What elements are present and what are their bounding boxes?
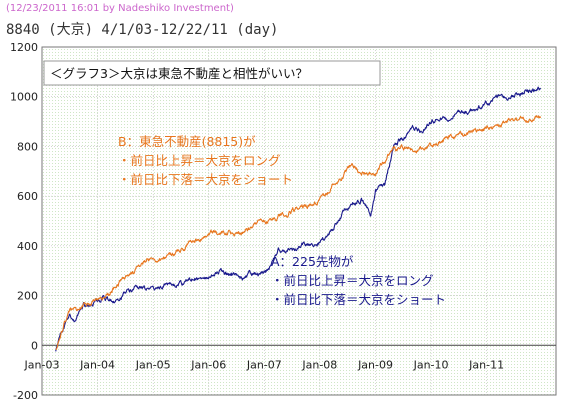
annotation-b: B：東急不動産(8815)が ・前日比上昇＝大京をロング ・前日比下落＝大京をシ…	[118, 134, 293, 187]
x-tick-label: Jan-10	[413, 358, 449, 371]
annotation-b-line-1: B：東急不動産(8815)が	[118, 134, 256, 149]
x-tick-label: Jan-05	[135, 358, 171, 371]
series-line-b	[55, 115, 542, 351]
y-tick-label: 1000	[10, 91, 38, 104]
series-line-a	[55, 86, 542, 352]
y-tick-label: 0	[31, 339, 38, 352]
x-axis-labels: Jan-03 Jan-04 Jan-05 Jan-06 Jan-07 Jan-08 Jan-…	[24, 358, 505, 371]
x-tick-label: Jan-09	[357, 358, 393, 371]
annotation-a-line-2: ・前日比上昇＝大京をロング	[271, 273, 434, 288]
y-tick-label: 800	[17, 140, 38, 153]
series-lines	[55, 86, 542, 352]
annotation-b-line-3: ・前日比下落＝大京をショート	[118, 172, 293, 187]
chart-title-box	[43, 60, 381, 86]
x-tick-label: Jan-11	[468, 358, 504, 371]
y-tick-label: 600	[17, 190, 38, 203]
y-axis-labels: -200 0 200 400 600 800 1000 1200	[10, 41, 38, 402]
annotation-b-line-2: ・前日比上昇＝大京をロング	[118, 153, 281, 168]
x-tick-label: Jan-03	[24, 358, 60, 371]
y-tick-label: 1200	[10, 41, 38, 54]
annotation-a-line-1: A：225先物が	[271, 254, 354, 269]
chart-header-title: 8840 (大京) 4/1/03-12/22/11 (day)	[6, 22, 279, 38]
y-tick-label: 400	[17, 240, 38, 253]
x-tick-label: Jan-07	[246, 358, 282, 371]
annotation-a-line-3: ・前日比下落＝大京をショート	[271, 292, 446, 307]
y-tick-label: 200	[17, 290, 38, 303]
x-tick-label: Jan-04	[79, 358, 115, 371]
chart-title: ＜グラフ3＞大京は東急不動産と相性がいい？	[50, 66, 308, 81]
plot-area	[41, 46, 557, 396]
timestamp-caption: (12/23/2011 16:01 by Nadeshiko Investmen…	[6, 3, 234, 14]
y-tick-label: -200	[13, 389, 38, 402]
annotation-a: A：225先物が ・前日比上昇＝大京をロング ・前日比下落＝大京をショート	[271, 254, 446, 307]
x-tick-label: Jan-06	[190, 358, 226, 371]
x-tick-label: Jan-08	[301, 358, 337, 371]
